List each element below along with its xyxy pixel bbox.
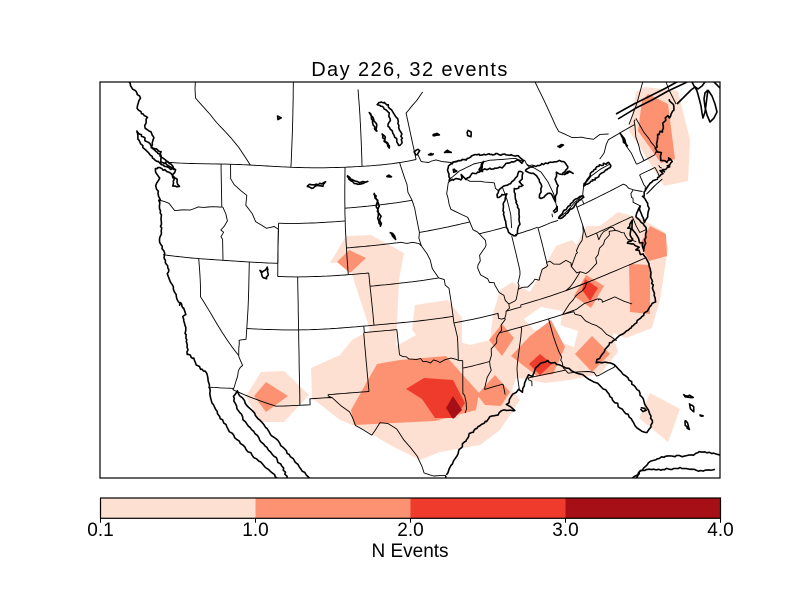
- svg-text:4.0: 4.0: [707, 520, 733, 541]
- svg-text:Day 226, 32 events: Day 226, 32 events: [311, 59, 509, 81]
- svg-text:0.1: 0.1: [87, 520, 113, 541]
- svg-text:3.0: 3.0: [552, 520, 578, 541]
- svg-text:1.0: 1.0: [242, 520, 268, 541]
- svg-text:2.0: 2.0: [397, 520, 423, 541]
- svg-text:N Events: N Events: [371, 541, 448, 562]
